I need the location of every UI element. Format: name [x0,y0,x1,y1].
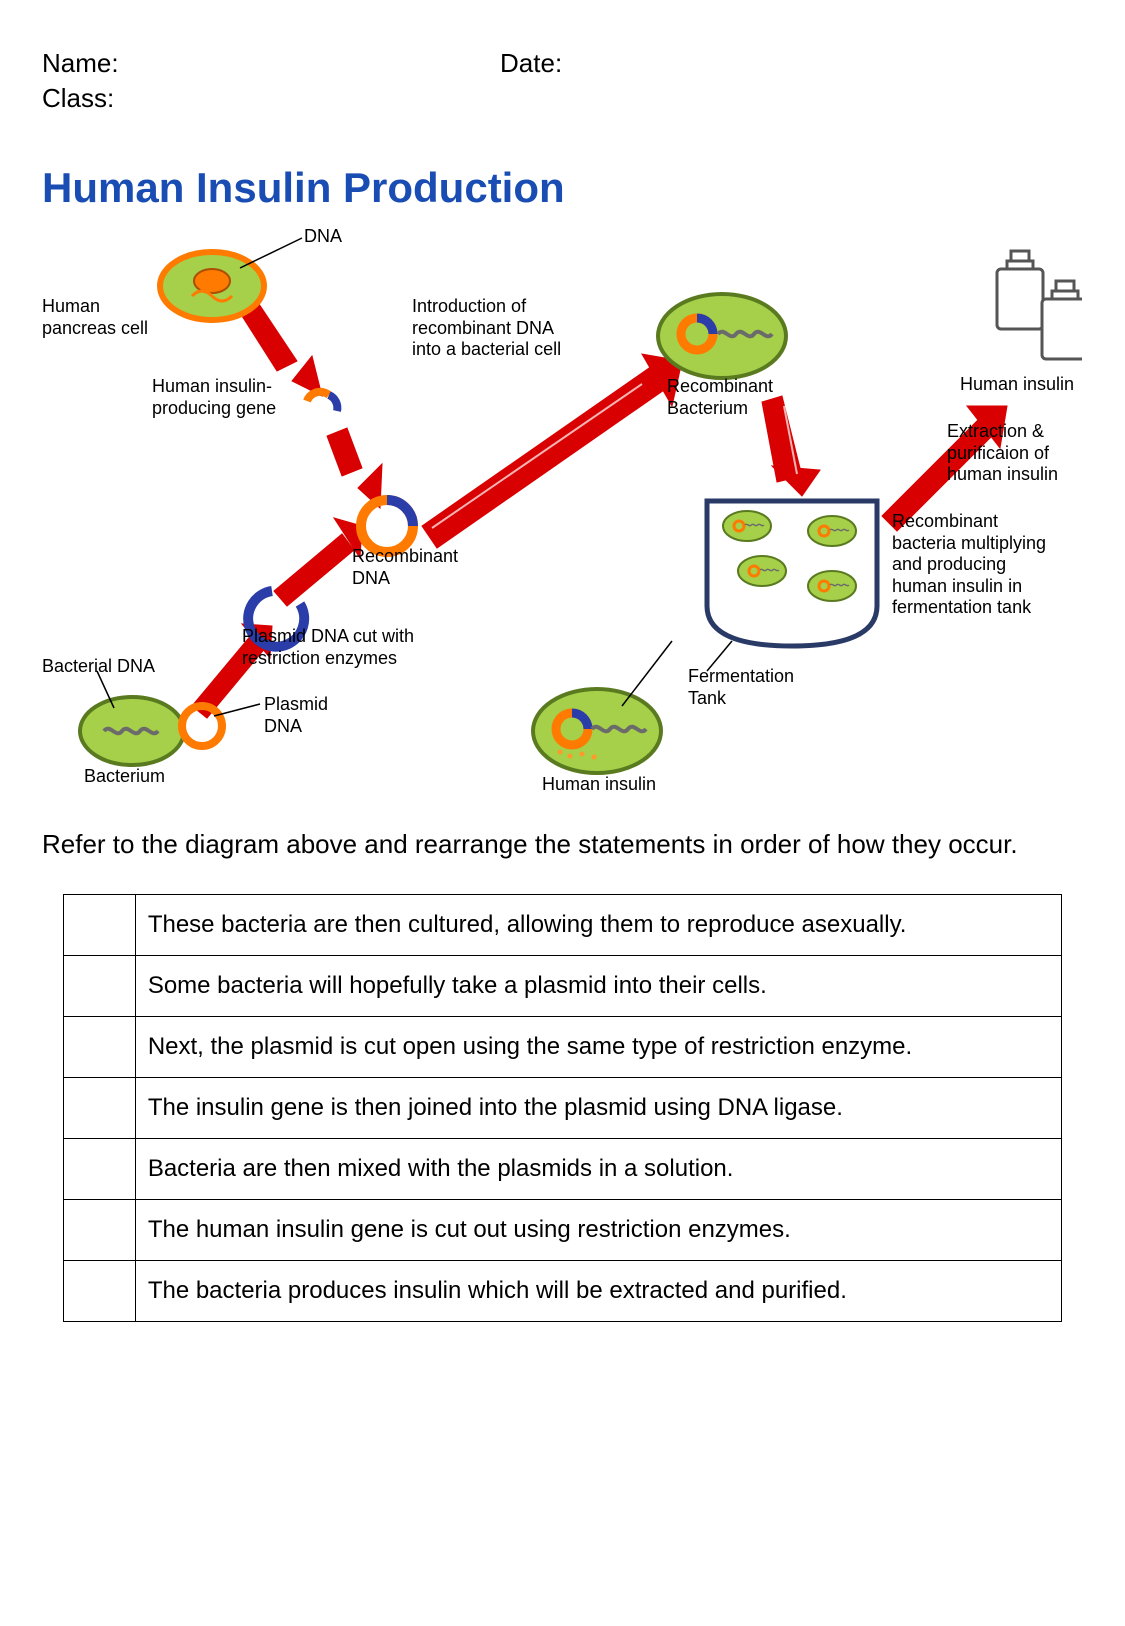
step-number-cell[interactable] [63,1139,135,1200]
recombinant-bacterium-icon [658,294,786,378]
pancreas-cell-icon [160,238,302,320]
insulin-cell-icon [533,689,661,773]
table-row: Some bacteria will hopefully take a plas… [63,956,1061,1017]
step-number-cell[interactable] [63,1017,135,1078]
recombinant-dna-icon [361,500,413,552]
table-row: The human insulin gene is cut out using … [63,1200,1061,1261]
plasmid-cut-label: Plasmid DNA cut with restriction enzymes [242,626,414,669]
class-label: Class: [42,83,1083,114]
table-row: The insulin gene is then joined into the… [63,1078,1061,1139]
step-text-cell: The human insulin gene is cut out using … [135,1200,1061,1261]
bacterial-dna-label: Bacterial DNA [42,656,155,678]
instruction-text: Refer to the diagram above and rearrange… [42,826,1083,862]
insulin-bottles-icon [997,251,1082,359]
steps-table: These bacteria are then cultured, allowi… [63,894,1062,1322]
step-number-cell[interactable] [63,956,135,1017]
plasmid-dna-label: Plasmid DNA [264,694,328,737]
step-text-cell: The bacteria produces insulin which will… [135,1261,1061,1322]
step-text-cell: Next, the plasmid is cut open using the … [135,1017,1061,1078]
human-insulin-cell-label: Human insulin [542,774,656,796]
table-row: The bacteria produces insulin which will… [63,1261,1061,1322]
table-row: These bacteria are then cultured, allowi… [63,895,1061,956]
page-title: Human Insulin Production [42,164,1083,212]
extraction-label: Extraction & purificaion of human insuli… [947,421,1058,486]
table-row: Bacteria are then mixed with the plasmid… [63,1139,1061,1200]
date-label: Date: [500,48,1083,79]
human-insulin-bottle-label: Human insulin [960,374,1074,396]
name-label: Name: [42,48,500,79]
bacterium-label: Bacterium [84,766,165,788]
pancreas-cell-label: Human pancreas cell [42,296,148,339]
insulin-diagram: DNA Human pancreas cell Human insulin- p… [42,226,1082,786]
step-number-cell[interactable] [63,1078,135,1139]
insulin-gene-label: Human insulin- producing gene [152,376,276,419]
fermentation-tank-label: Fermentation Tank [688,666,794,709]
recombinant-dna-label: Recombinant DNA [352,546,458,589]
step-number-cell[interactable] [63,895,135,956]
intro-recomb-label: Introduction of recombinant DNA into a b… [412,296,561,361]
step-number-cell[interactable] [63,1261,135,1322]
worksheet-header: Name: Date: [42,48,1083,79]
step-text-cell: Bacteria are then mixed with the plasmid… [135,1139,1061,1200]
insulin-gene-icon [307,392,337,411]
recomb-bacterium-label: Recombinant Bacterium [667,376,773,419]
step-text-cell: Some bacteria will hopefully take a plas… [135,956,1061,1017]
dna-label: DNA [304,226,342,248]
table-row: Next, the plasmid is cut open using the … [63,1017,1061,1078]
step-number-cell[interactable] [63,1200,135,1261]
diagram-svg [42,226,1082,786]
recomb-multiply-label: Recombinant bacteria multiplying and pro… [892,511,1046,619]
step-text-cell: The insulin gene is then joined into the… [135,1078,1061,1139]
step-text-cell: These bacteria are then cultured, allowi… [135,895,1061,956]
